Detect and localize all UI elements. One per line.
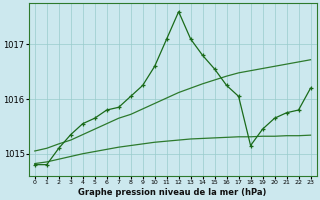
X-axis label: Graphe pression niveau de la mer (hPa): Graphe pression niveau de la mer (hPa) [78,188,267,197]
